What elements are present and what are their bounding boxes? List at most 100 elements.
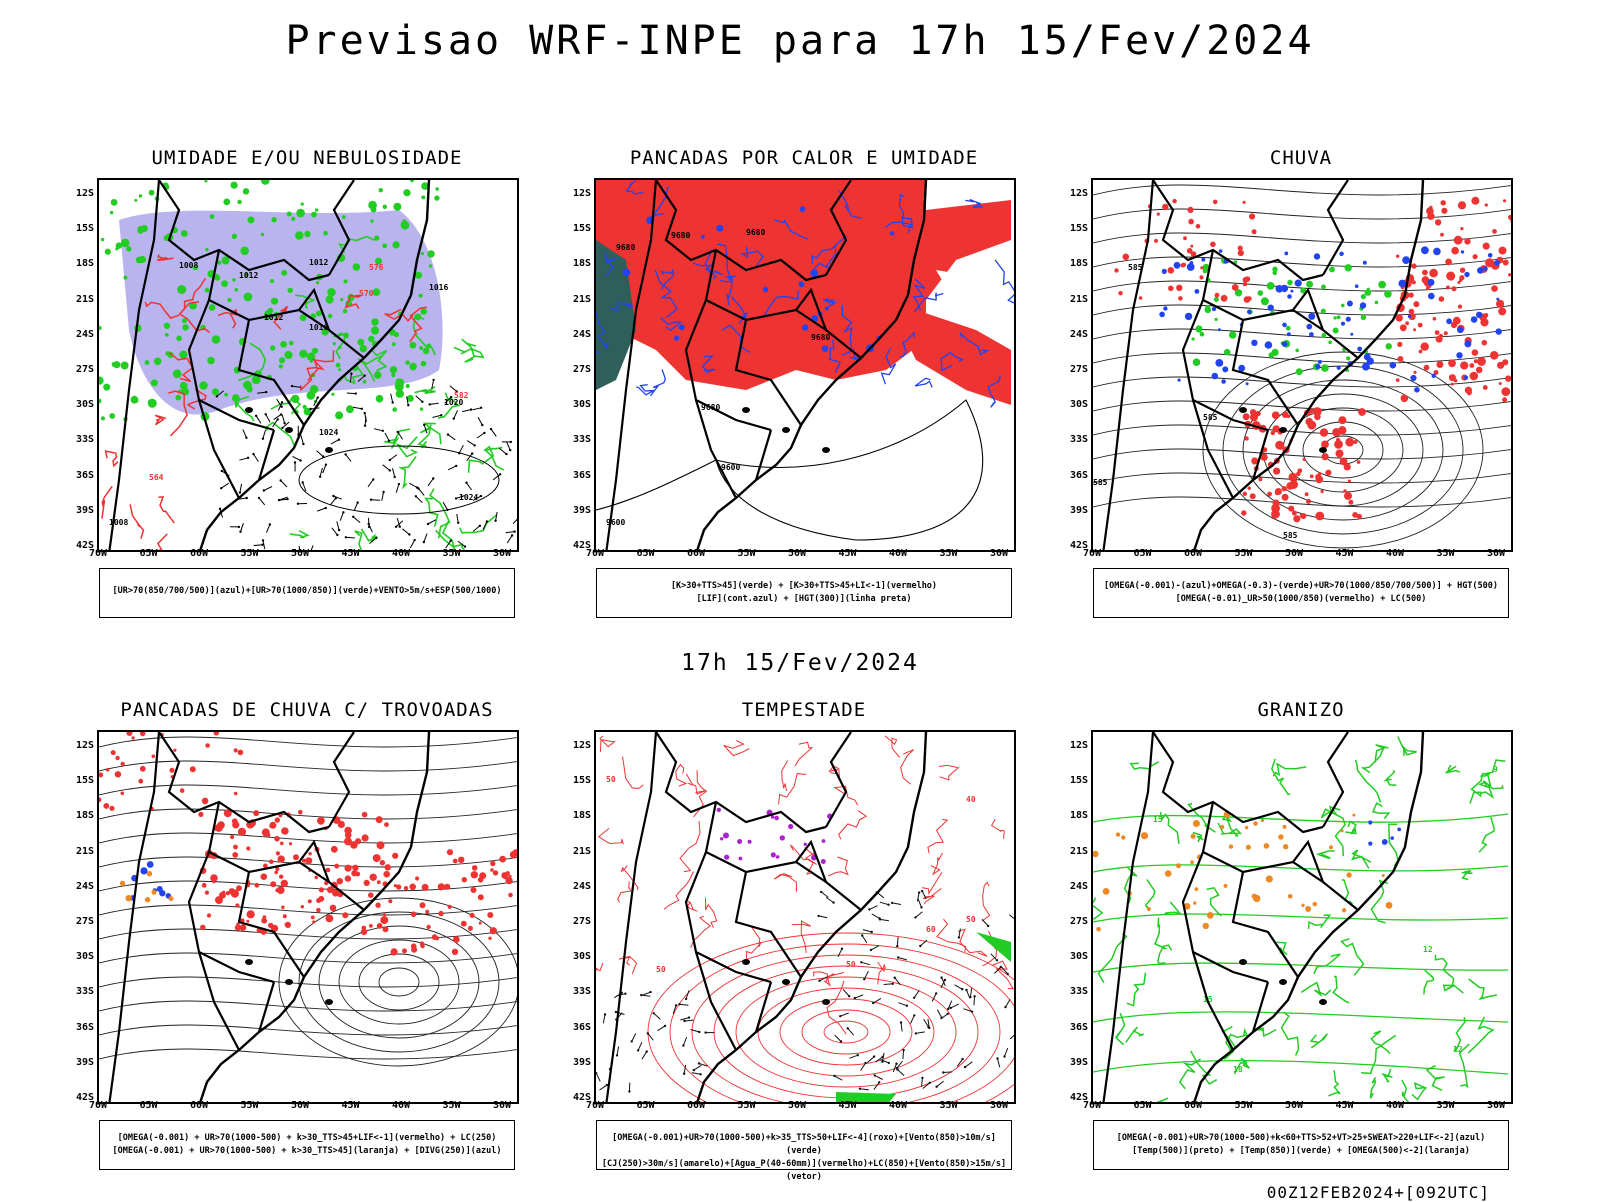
lon-tick-label: 35W: [1437, 1100, 1455, 1111]
lat-tick-label: 36S: [561, 1022, 591, 1033]
legend-line: [OMEGA(-0.001) + UR>70(1000-500) + k>30_…: [100, 1145, 514, 1158]
lat-tick-label: 15S: [1058, 223, 1088, 234]
lat-tick-label: 15S: [561, 775, 591, 786]
lon-tick-label: 60W: [1184, 1100, 1202, 1111]
panel-title-umidade: UMIDADE E/OU NEBULOSIDADE: [87, 147, 527, 169]
lat-tick-label: 21S: [561, 846, 591, 857]
lat-tick-label: 24S: [561, 329, 591, 340]
lon-tick-label: 70W: [1083, 1100, 1101, 1111]
contour-label: 1012: [239, 271, 258, 280]
lat-tick-label: 30S: [561, 399, 591, 410]
lon-tick-label: 35W: [1437, 548, 1455, 559]
lon-tick-label: 45W: [839, 548, 857, 559]
lon-tick-label: 40W: [1386, 548, 1404, 559]
lon-tick-label: 30W: [990, 1100, 1008, 1111]
lat-tick-label: 12S: [561, 188, 591, 199]
lon-tick-label: 65W: [637, 1100, 655, 1111]
lon-tick-label: 50W: [1285, 548, 1303, 559]
legend-line: [OMEGA(-0.001)+UR>70(1000-500)+k<60+TTS>…: [1094, 1132, 1508, 1145]
lon-tick-label: 45W: [342, 548, 360, 559]
lon-tick-label: 35W: [443, 1100, 461, 1111]
lat-tick-label: 39S: [64, 505, 94, 516]
lon-tick-label: 45W: [1336, 548, 1354, 559]
legend-box-umidade: [UR>70(850/700/500)](azul)+[UR>70(1000/8…: [99, 568, 515, 618]
panel-title-pancadas_calor: PANCADAS POR CALOR E UMIDADE: [584, 147, 1024, 169]
lon-tick-label: 50W: [291, 1100, 309, 1111]
lat-tick-label: 24S: [64, 881, 94, 892]
lon-tick-label: 45W: [342, 1100, 360, 1111]
lat-tick-label: 24S: [561, 881, 591, 892]
legend-box-granizo: [OMEGA(-0.001)+UR>70(1000-500)+k<60+TTS>…: [1093, 1120, 1509, 1170]
lat-tick-label: 21S: [1058, 294, 1088, 305]
lon-tick-label: 70W: [1083, 548, 1101, 559]
panel-title-granizo: GRANIZO: [1081, 699, 1521, 721]
lat-tick-label: 21S: [1058, 846, 1088, 857]
legend-box-tempestade: [OMEGA(-0.001)+UR>70(1000-500)+k>35_TTS>…: [596, 1120, 1012, 1170]
contour-label: 564: [149, 473, 164, 482]
lat-tick-label: 27S: [1058, 364, 1088, 375]
contour-label: 9680: [616, 243, 635, 252]
lon-tick-label: 55W: [241, 1100, 259, 1111]
contour-label: 50: [656, 965, 666, 974]
lon-tick-label: 55W: [1235, 1100, 1253, 1111]
lon-tick-label: 40W: [1386, 1100, 1404, 1111]
lon-tick-label: 55W: [1235, 548, 1253, 559]
lat-tick-label: 33S: [64, 434, 94, 445]
lat-tick-label: 18S: [561, 258, 591, 269]
lon-tick-label: 70W: [586, 548, 604, 559]
lat-tick-label: 27S: [64, 916, 94, 927]
lat-tick-label: 12S: [561, 740, 591, 751]
contour-label: 50: [846, 960, 856, 969]
lat-tick-label: 12S: [64, 740, 94, 751]
lon-tick-label: 70W: [89, 548, 107, 559]
lon-tick-label: 65W: [140, 1100, 158, 1111]
contour-label: 582: [454, 391, 469, 400]
contour-label: 50: [966, 915, 976, 924]
legend-line: [OMEGA(-0.001)+UR>70(1000-500)+k>35_TTS>…: [597, 1132, 1011, 1158]
forecast-time-label: 17h 15/Fev/2024: [0, 650, 1600, 676]
lat-tick-label: 18S: [64, 810, 94, 821]
page-title: Previsao WRF-INPE para 17h 15/Fev/2024: [0, 18, 1600, 64]
lon-tick-label: 30W: [493, 548, 511, 559]
lon-tick-label: 45W: [839, 1100, 857, 1111]
contour-label: 1024: [459, 493, 478, 502]
lat-tick-label: 24S: [64, 329, 94, 340]
lon-tick-label: 30W: [1487, 1100, 1505, 1111]
map-svg-umidade: 1008101210121012101610161020102410241008…: [99, 180, 517, 550]
contour-label: 9: [1493, 765, 1498, 774]
lat-tick-label: 24S: [1058, 329, 1088, 340]
lon-tick-label: 50W: [788, 1100, 806, 1111]
lat-tick-label: 36S: [1058, 470, 1088, 481]
lat-tick-label: 21S: [64, 846, 94, 857]
lon-tick-label: 70W: [89, 1100, 107, 1111]
contour-label: 9680: [671, 231, 690, 240]
lon-tick-label: 30W: [1487, 548, 1505, 559]
lon-tick-label: 55W: [241, 548, 259, 559]
contour-label: 1008: [179, 261, 198, 270]
contour-label: 9680: [811, 333, 830, 342]
legend-line: [CJ(250)>30m/s](amarelo)+[Agua_P(40-60mm…: [597, 1158, 1011, 1184]
lat-tick-label: 27S: [561, 916, 591, 927]
contour-label: 9600: [721, 463, 740, 472]
lat-tick-label: 30S: [561, 951, 591, 962]
contour-label: 1024: [319, 428, 338, 437]
contour-label: 60: [926, 925, 936, 934]
lat-tick-label: 36S: [64, 1022, 94, 1033]
legend-line: [UR>70(850/700/500)](azul)+[UR>70(1000/8…: [100, 585, 514, 598]
legend-line: [LIF](cont.azul) + [HGT(300)](linha pret…: [597, 593, 1011, 606]
lon-tick-label: 50W: [788, 548, 806, 559]
lat-tick-label: 12S: [1058, 740, 1088, 751]
panel-title-trovoadas: PANCADAS DE CHUVA C/ TROVOADAS: [87, 699, 527, 721]
lat-tick-label: 21S: [64, 294, 94, 305]
lat-tick-label: 18S: [1058, 810, 1088, 821]
lon-tick-label: 65W: [637, 548, 655, 559]
lon-tick-label: 45W: [1336, 1100, 1354, 1111]
lat-tick-label: 36S: [64, 470, 94, 481]
lon-tick-label: 65W: [140, 548, 158, 559]
lat-tick-label: 15S: [64, 775, 94, 786]
